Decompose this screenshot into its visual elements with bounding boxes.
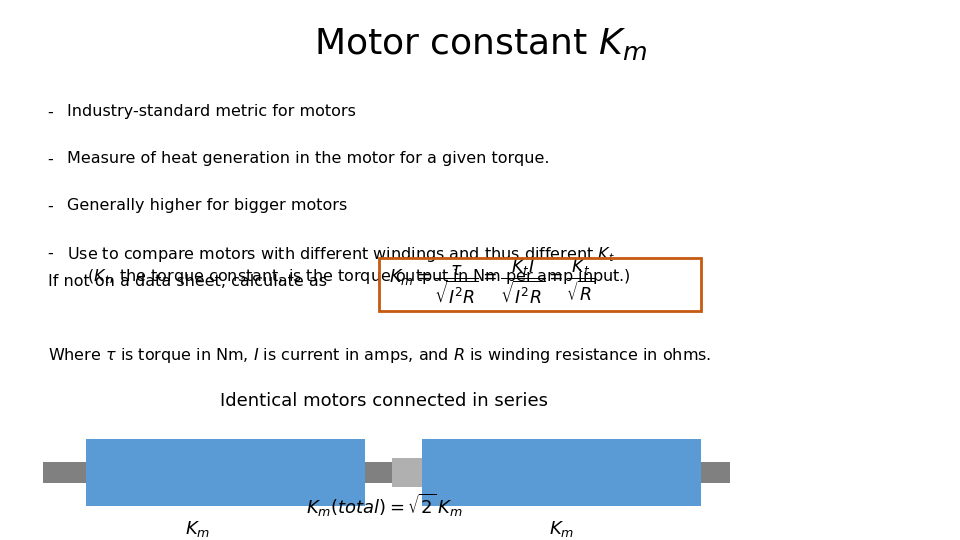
Text: Identical motors connected in series: Identical motors connected in series	[220, 392, 548, 410]
Text: -: -	[47, 198, 53, 213]
Text: $K_m$: $K_m$	[185, 519, 210, 539]
Text: Motor constant $K_m$: Motor constant $K_m$	[314, 26, 646, 62]
Text: Use to compare motors with different windings and thus different $K_t$
    ($K_t: Use to compare motors with different win…	[67, 245, 631, 286]
Bar	[701, 462, 730, 483]
Bar	[86, 438, 365, 507]
Bar	[365, 462, 392, 483]
Text: Measure of heat generation in the motor for a given torque.: Measure of heat generation in the motor …	[67, 151, 550, 166]
Text: Generally higher for bigger motors: Generally higher for bigger motors	[67, 198, 348, 213]
Text: Where $\tau$ is torque in Nm, $I$ is current in amps, and $R$ is winding resista: Where $\tau$ is torque in Nm, $I$ is cur…	[48, 346, 711, 365]
Bar	[422, 438, 701, 507]
Text: $K_m(total) = \sqrt{2}\,K_m$: $K_m(total) = \sqrt{2}\,K_m$	[306, 492, 462, 519]
Text: $K_m = \dfrac{\tau}{\sqrt{I^2 R}} = \dfrac{K_t I}{\sqrt{I^2 R}} = \dfrac{K_t}{\s: $K_m = \dfrac{\tau}{\sqrt{I^2 R}} = \dfr…	[389, 258, 595, 306]
Text: If not on a data sheet, calculate as: If not on a data sheet, calculate as	[48, 274, 327, 289]
Bar	[43, 462, 86, 483]
Text: -: -	[47, 245, 53, 260]
Text: -: -	[47, 104, 53, 119]
Text: $K_m$: $K_m$	[549, 519, 574, 539]
Text: Industry-standard metric for motors: Industry-standard metric for motors	[67, 104, 356, 119]
Bar	[392, 458, 422, 487]
Text: -: -	[47, 151, 53, 166]
